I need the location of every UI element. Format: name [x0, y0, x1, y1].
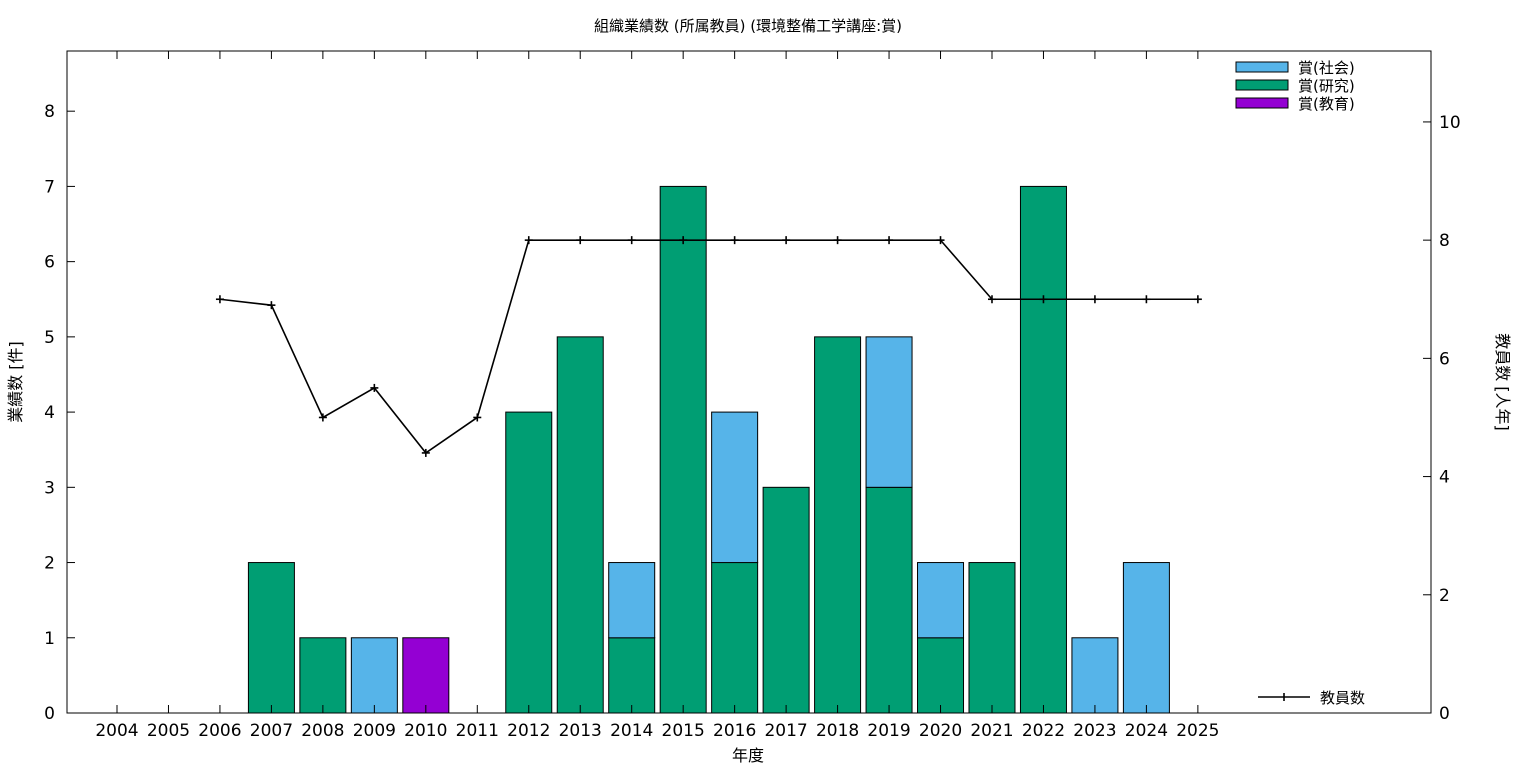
- legend-label-賞(社会): 賞(社会): [1298, 59, 1355, 77]
- faculty-point: [730, 236, 739, 245]
- faculty-point: [576, 236, 585, 245]
- bar-2017-賞(研究): [762, 486, 810, 714]
- x-tick-label: 2010: [404, 721, 447, 741]
- bar-2018-賞(研究): [814, 336, 862, 714]
- y-tick-label: 1: [44, 629, 55, 649]
- bars-layer: [247, 185, 1170, 714]
- x-tick-label: 2004: [95, 721, 138, 741]
- x-tick-label: 2014: [610, 721, 653, 741]
- faculty-point: [627, 236, 636, 245]
- bar-2022-賞(研究): [1019, 185, 1067, 714]
- faculty-point: [318, 413, 327, 422]
- y-tick-label: 7: [44, 177, 55, 197]
- faculty-point: [987, 295, 996, 304]
- bar-2013-賞(研究): [556, 336, 604, 714]
- x-tick-label: 2015: [662, 721, 705, 741]
- faculty-point: [833, 236, 842, 245]
- y2-tick-label: 8: [1439, 231, 1450, 251]
- bar-2015-賞(研究): [659, 185, 707, 714]
- x-tick-label: 2008: [301, 721, 344, 741]
- bar-2019-賞(研究): [865, 486, 913, 714]
- x-tick-label: 2009: [353, 721, 396, 741]
- faculty-line: [219, 239, 1198, 455]
- faculty-point: [782, 236, 791, 245]
- y-tick-label: 2: [44, 554, 55, 574]
- x-tick-label: 2024: [1125, 721, 1168, 741]
- x-tick-label: 2007: [250, 721, 293, 741]
- y2-tick-label: 10: [1439, 113, 1461, 133]
- y-tick-label: 0: [44, 704, 55, 724]
- faculty-point: [370, 383, 379, 392]
- x-tick-label: 2005: [147, 721, 190, 741]
- legend-swatch-賞(研究): [1235, 79, 1289, 91]
- x-tick-label: 2011: [456, 721, 499, 741]
- plot-frame: [66, 50, 1432, 714]
- x-tick-label: 2019: [867, 721, 910, 741]
- bar-2014-賞(研究): [608, 637, 656, 714]
- legend: 賞(社会)賞(研究)賞(教育) 教員数: [1235, 59, 1365, 707]
- y2-tick-label: 0: [1439, 704, 1450, 724]
- x-tick-label: 2025: [1176, 721, 1219, 741]
- x-tick-label: 2018: [816, 721, 859, 741]
- y-axis-label: 業績数 [件]: [6, 341, 25, 423]
- legend-swatch-賞(社会): [1235, 61, 1289, 73]
- y2-tick-label: 4: [1439, 468, 1450, 488]
- y-tick-label: 4: [44, 403, 55, 423]
- faculty-point: [936, 236, 945, 245]
- axes-layer: 0 1 2 3 4 5 6 7 8 0 2 4 6 8 10 2004 2005 2006 2007 2008 2009…: [44, 51, 1461, 741]
- y-tick-label: 8: [44, 102, 55, 122]
- y-tick-label: 3: [44, 478, 55, 498]
- bar-2016-賞(社会): [711, 411, 759, 564]
- bar-2020-賞(研究): [917, 637, 965, 714]
- bar-2009-賞(社会): [350, 637, 398, 714]
- faculty-line-layer: [215, 236, 1202, 457]
- chart-title: 組織業績数 (所属教員) (環境整備工学講座:賞): [594, 17, 902, 35]
- faculty-point: [421, 448, 430, 457]
- y2-axis-label: 教員数 [人年]: [1493, 333, 1512, 431]
- bar-2024-賞(社会): [1122, 562, 1170, 714]
- faculty-point: [1039, 295, 1048, 304]
- faculty-point: [267, 301, 276, 310]
- bar-2019-賞(社会): [865, 336, 913, 488]
- x-tick-label: 2023: [1073, 721, 1116, 741]
- legend-label-賞(研究): 賞(研究): [1298, 77, 1355, 95]
- faculty-point: [473, 413, 482, 422]
- x-tick-label: 2013: [559, 721, 602, 741]
- bar-2020-賞(社会): [917, 562, 965, 639]
- faculty-point: [1193, 295, 1202, 304]
- faculty-point: [679, 236, 688, 245]
- bar-2008-賞(研究): [299, 637, 347, 714]
- faculty-point: [524, 236, 533, 245]
- y2-tick-label: 2: [1439, 586, 1450, 606]
- bar-2023-賞(社会): [1071, 637, 1119, 714]
- x-tick-label: 2021: [970, 721, 1013, 741]
- x-tick-label: 2022: [1022, 721, 1065, 741]
- y-tick-label: 6: [44, 253, 55, 273]
- x-axis-label: 年度: [732, 746, 764, 765]
- legend-label-faculty: 教員数: [1320, 689, 1365, 707]
- bar-2021-賞(研究): [968, 562, 1016, 714]
- legend-label-賞(教育): 賞(教育): [1298, 95, 1355, 113]
- bar-2012-賞(研究): [505, 411, 553, 714]
- faculty-point: [1142, 295, 1151, 304]
- bar-2016-賞(研究): [711, 562, 759, 714]
- faculty-point: [885, 236, 894, 245]
- y2-tick-label: 6: [1439, 349, 1450, 369]
- bar-2007-賞(研究): [247, 562, 295, 714]
- faculty-point: [1090, 295, 1099, 304]
- x-tick-label: 2017: [764, 721, 807, 741]
- x-tick-label: 2016: [713, 721, 756, 741]
- bar-2010-賞(教育): [402, 637, 450, 714]
- bar-2014-賞(社会): [608, 562, 656, 639]
- legend-swatch-賞(教育): [1235, 97, 1289, 109]
- x-tick-label: 2020: [919, 721, 962, 741]
- x-tick-label: 2012: [507, 721, 550, 741]
- y-tick-label: 5: [44, 328, 55, 348]
- x-tick-label: 2006: [198, 721, 241, 741]
- faculty-point: [215, 295, 224, 304]
